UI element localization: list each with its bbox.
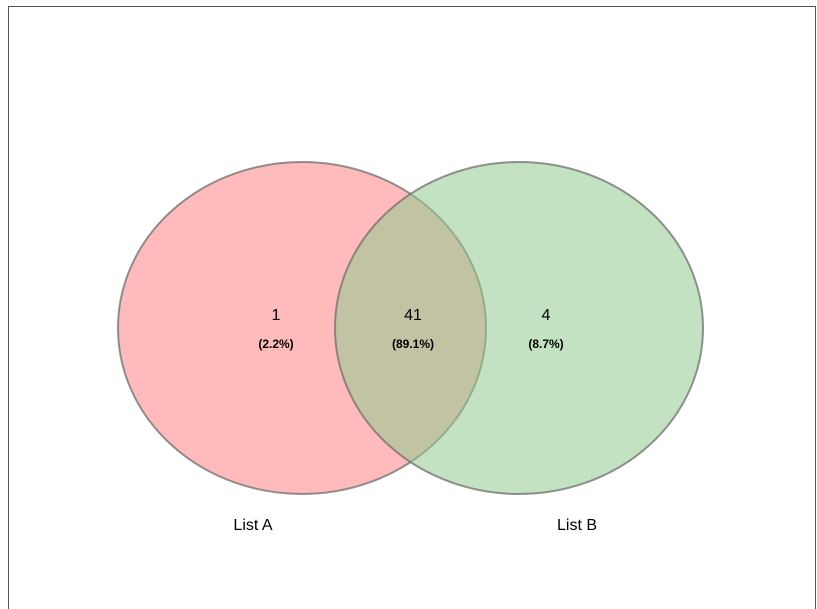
region-intersection-count: 41 [404, 307, 422, 324]
set-a-label: List A [233, 517, 272, 534]
region-b-only-count: 4 [542, 307, 551, 324]
region-a-only-percent: (2.2%) [258, 337, 293, 351]
region-b-only-percent: (8.7%) [528, 337, 563, 351]
set-b-label: List B [557, 517, 597, 534]
set-b-circle [334, 161, 704, 495]
region-intersection-percent: (89.1%) [392, 337, 434, 351]
region-a-only-count: 1 [272, 307, 281, 324]
